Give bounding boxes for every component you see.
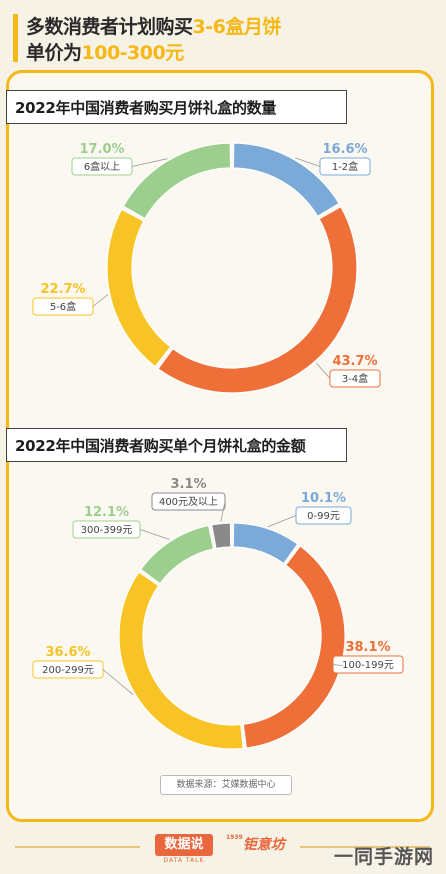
chart-1-title-card: 2022年中国消费者购买月饼礼盒的数量 — [6, 90, 347, 124]
chart-2-slice-5-value: 3.1% — [170, 477, 206, 492]
chart-2-slice-3 — [118, 571, 244, 750]
chart-1-slice-4-label: 6盒以上 — [84, 160, 120, 173]
chart-1-slice-2 — [157, 205, 358, 394]
chart-2-slice-2 — [242, 545, 346, 749]
chart-1-slice-1-value: 16.6% — [322, 142, 367, 157]
headline-highlight: 3-6盒月饼 — [192, 16, 282, 38]
chart-2-slice-1-leader — [267, 515, 297, 528]
chart-1-slice-4-leader — [131, 158, 168, 167]
chart-1-slice-4-value: 17.0% — [79, 142, 124, 157]
chart-2-slice-4 — [139, 524, 215, 585]
chart-2-slice-4-value: 12.1% — [84, 505, 129, 520]
chart-1-slice-2-value: 43.7% — [332, 354, 377, 369]
chart-1-slice-3-value: 22.7% — [40, 282, 85, 297]
footer-rule-right — [300, 846, 430, 848]
brand-year: 1939 — [226, 834, 243, 841]
chart-2-slice-1-value: 10.1% — [301, 491, 346, 506]
brand-name: 钜意坊 — [242, 837, 285, 853]
chart-1-slice-2-label: 3-4盒 — [342, 372, 368, 385]
data-source: 数据来源：艾媒数据中心 — [160, 775, 292, 795]
header-accent-bar — [13, 14, 18, 62]
page-header: 多数消费者计划购买3-6盒月饼 单价为100-300元 — [0, 0, 446, 72]
brand-logo-juyifang: 1939钜意坊 — [226, 834, 285, 854]
brand-logo-data-talk: 数据说 — [155, 834, 213, 856]
chart-2-title: 2022年中国消费者购买单个月饼礼盒的金额 — [15, 437, 306, 455]
chart-2-title-card: 2022年中国消费者购买单个月饼礼盒的金额 — [6, 428, 347, 462]
chart-2-slice-2-label: 100-199元 — [342, 660, 394, 671]
brand-logo-subtitle: DATA TALK — [163, 857, 205, 864]
chart-2-slice-3-leader — [102, 669, 134, 695]
chart-1-slice-2-leader — [315, 362, 331, 379]
chart-2-slice-5-label: 400元及以上 — [159, 496, 218, 508]
chart-2-slice-3-label: 200-299元 — [42, 665, 94, 676]
footer: 数据说 DATA TALK 1939钜意坊 — [0, 826, 446, 874]
chart-1-slice-1-leader — [295, 157, 321, 167]
chart-1-slice-3-label: 5-6盒 — [50, 300, 76, 313]
chart-2-slice-5-leader — [220, 501, 226, 522]
chart-2-slice-4-leader — [139, 529, 170, 540]
headline-line-2: 单价为100-300元 — [26, 38, 184, 65]
headline-line-1: 多数消费者计划购买3-6盒月饼 — [26, 12, 281, 39]
chart-1-slice-4 — [122, 142, 232, 220]
chart-1-slice-1 — [232, 142, 340, 218]
headline-highlight: 100-300元 — [81, 42, 185, 64]
chart-1-slice-3 — [106, 208, 172, 368]
headline-text: 单价为 — [26, 42, 82, 64]
chart-1-title: 2022年中国消费者购买月饼礼盒的数量 — [15, 99, 277, 117]
chart-1-slice-1-label: 1-2盒 — [332, 160, 358, 173]
watermark: 一同手游网 — [334, 846, 435, 868]
headline-text: 多数消费者计划购买 — [26, 16, 193, 38]
chart-2-slice-3-value: 36.6% — [45, 645, 90, 660]
footer-rule-left — [15, 846, 140, 848]
chart-2-slice-2-value: 38.1% — [345, 640, 390, 655]
chart-2-slice-1-label: 0-99元 — [307, 511, 340, 522]
chart-2-slice-1 — [232, 522, 299, 565]
chart-1-slice-3-leader — [92, 294, 109, 307]
chart-2-slice-2-leader — [332, 664, 344, 667]
chart-2-slice-5 — [210, 522, 232, 550]
chart-2-slice-4-label: 300-399元 — [81, 525, 133, 536]
